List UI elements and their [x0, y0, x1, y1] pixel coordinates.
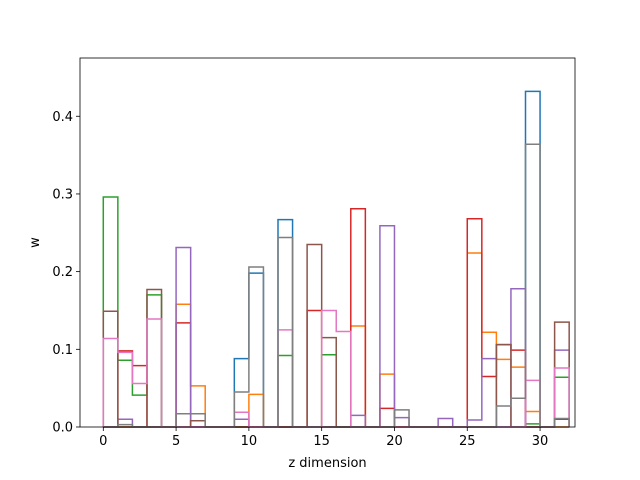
y-tick-label: 0.2 — [52, 265, 73, 280]
series-layer — [102, 90, 570, 428]
plot-frame — [79, 57, 576, 428]
y-axis: 0.0 0.1 0.2 0.3 0.4 — [52, 110, 80, 436]
x-tick-label: 10 — [241, 434, 258, 449]
x-tick-label: 5 — [172, 434, 180, 449]
y-tick-label: 0.4 — [52, 110, 73, 125]
x-tick-label: 0 — [99, 434, 107, 449]
x-tick-label: 15 — [313, 434, 330, 449]
y-tick-label: 0.0 — [52, 421, 73, 436]
x-axis-label: z dimension — [288, 456, 366, 471]
x-tick-label: 30 — [532, 434, 549, 449]
histogram-series-6 — [102, 243, 570, 428]
y-tick-label: 0.1 — [52, 343, 73, 358]
x-axis: 0 5 10 15 20 25 30 — [99, 427, 548, 449]
x-tick-label: 25 — [459, 434, 476, 449]
y-tick-label: 0.3 — [52, 187, 73, 202]
x-tick-label: 20 — [386, 434, 403, 449]
y-axis-label: w — [28, 237, 43, 248]
